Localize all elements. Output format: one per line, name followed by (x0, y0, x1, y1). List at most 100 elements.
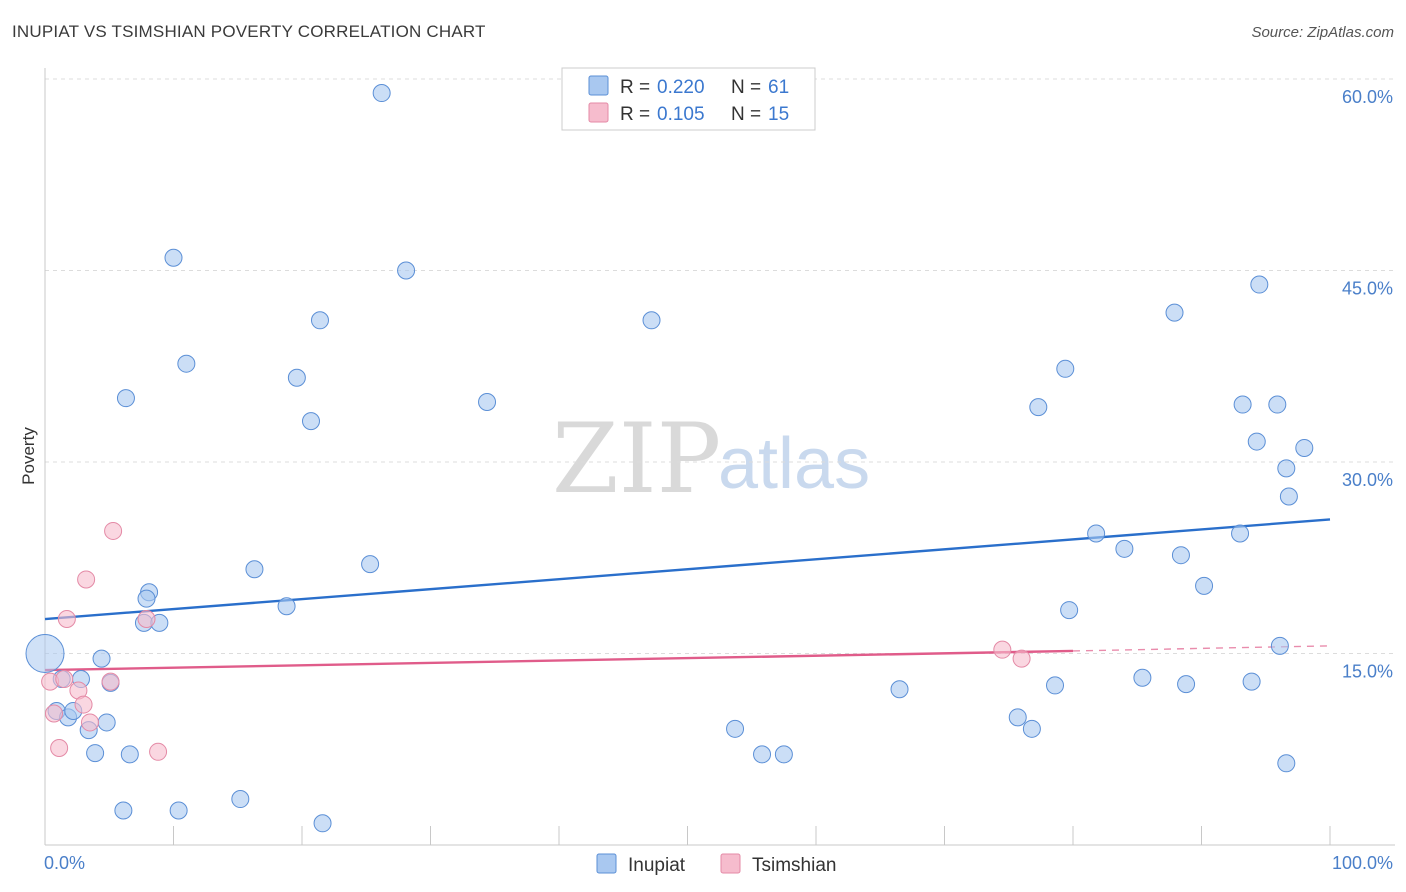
data-point-inupiat (1277, 754, 1296, 773)
legend-n-value-inupiat: 61 (768, 77, 789, 98)
data-point-inupiat (310, 311, 329, 330)
data-point-inupiat (1270, 636, 1289, 655)
data-point-tsimshian (55, 670, 74, 689)
legend-n-label-inupiat: N = (731, 77, 761, 98)
trend-line-extension-tsimshian (1072, 645, 1331, 652)
data-point-inupiat (397, 261, 416, 280)
data-point-tsimshian (993, 640, 1012, 659)
data-point-tsimshian (137, 610, 156, 629)
data-point-inupiat (1087, 524, 1106, 543)
watermark: ZIP atlas (552, 403, 870, 515)
data-point-inupiat (245, 560, 264, 579)
data-point-inupiat (1115, 539, 1134, 558)
watermark-atlas: atlas (718, 424, 870, 504)
data-point-inupiat (1060, 601, 1079, 620)
series-legend: Inupiat Tsimshian (596, 853, 836, 876)
data-point-inupiat (97, 713, 116, 732)
y-axis-label: Poverty (19, 427, 38, 485)
data-point-tsimshian (50, 738, 69, 757)
y-tick-label: 30.0% (1342, 470, 1393, 490)
watermark-zip: ZIP (552, 403, 721, 515)
data-point-tsimshian (44, 704, 63, 723)
scatter-points (25, 84, 1314, 833)
trend-lines (44, 518, 1331, 672)
data-point-tsimshian (1012, 649, 1031, 668)
legend-swatch-inupiat (588, 75, 609, 96)
data-point-inupiat (287, 368, 306, 387)
data-point-inupiat (1233, 395, 1252, 414)
data-point-inupiat (726, 719, 745, 738)
data-point-tsimshian (149, 742, 168, 761)
data-point-inupiat (1022, 719, 1041, 738)
x-tick-labels: 0.0% 100.0% (44, 853, 1393, 873)
stats-legend: R = 0.220 N = 61 R = 0.105 N = 15 (561, 67, 816, 131)
data-point-inupiat (478, 392, 497, 411)
legend-r-value-inupiat: 0.220 (657, 77, 705, 98)
data-point-inupiat (313, 814, 332, 833)
data-point-tsimshian (57, 610, 76, 629)
legend-n-label-tsimshian: N = (731, 104, 761, 125)
data-point-inupiat (116, 389, 135, 408)
legend-swatch-tsimshian (588, 102, 609, 123)
data-point-inupiat (231, 790, 250, 809)
source-credit: Source: ZipAtlas.com (1251, 24, 1394, 41)
data-point-inupiat (753, 745, 772, 764)
data-point-inupiat (92, 649, 111, 668)
x-tick-label: 100.0% (1332, 853, 1393, 873)
data-point-inupiat (642, 311, 661, 330)
data-point-inupiat (1008, 708, 1027, 727)
data-point-inupiat (1046, 676, 1065, 695)
data-point-inupiat (774, 745, 793, 764)
data-point-inupiat (1250, 275, 1269, 294)
data-point-inupiat (1171, 546, 1190, 565)
data-point-tsimshian (77, 570, 96, 589)
data-point-tsimshian (80, 713, 99, 732)
data-point-inupiat (1242, 672, 1261, 691)
data-point-inupiat (1231, 524, 1250, 543)
trend-line-inupiat (44, 518, 1331, 621)
data-point-inupiat (890, 680, 909, 699)
data-point-tsimshian (74, 695, 93, 714)
data-point-inupiat (1029, 398, 1048, 417)
data-point-inupiat (177, 354, 196, 373)
data-point-inupiat (1165, 303, 1184, 322)
data-point-inupiat (1195, 576, 1214, 595)
data-point-inupiat (361, 555, 380, 574)
bottom-legend-swatch-tsimshian (720, 853, 741, 874)
data-point-inupiat (1268, 395, 1287, 414)
data-point-inupiat (1279, 487, 1298, 506)
data-point-inupiat (1056, 359, 1075, 378)
data-point-inupiat (86, 744, 105, 763)
data-point-inupiat (1295, 438, 1314, 457)
data-point-tsimshian (104, 521, 123, 540)
y-tick-label: 60.0% (1342, 87, 1393, 107)
y-tick-label: 15.0% (1342, 662, 1393, 682)
data-point-inupiat (169, 801, 188, 820)
data-point-inupiat (301, 412, 320, 431)
bottom-legend-label-tsimshian: Tsimshian (752, 855, 836, 876)
data-point-inupiat (120, 745, 139, 764)
data-point-inupiat (1247, 432, 1266, 451)
data-point-inupiat (137, 589, 156, 608)
legend-r-label-tsimshian: R = (620, 104, 650, 125)
data-point-inupiat (1133, 668, 1152, 687)
data-point-inupiat (277, 597, 296, 616)
data-point-tsimshian (101, 672, 120, 691)
bottom-legend-swatch-inupiat (596, 853, 617, 874)
bottom-legend-label-inupiat: Inupiat (628, 855, 686, 876)
y-tick-label: 45.0% (1342, 279, 1393, 299)
data-point-inupiat (372, 84, 391, 103)
data-point-inupiat (1277, 459, 1296, 478)
legend-r-label-inupiat: R = (620, 77, 650, 98)
data-point-inupiat (1177, 675, 1196, 694)
data-point-inupiat (114, 801, 133, 820)
axes (44, 68, 1395, 846)
y-tick-labels: 15.0% 30.0% 45.0% 60.0% (1342, 87, 1393, 682)
data-point-inupiat (164, 248, 183, 267)
x-tick-label: 0.0% (44, 853, 85, 873)
trend-line-tsimshian (44, 649, 1074, 672)
legend-n-value-tsimshian: 15 (768, 104, 789, 125)
chart-title: INUPIAT VS TSIMSHIAN POVERTY CORRELATION… (12, 22, 486, 41)
data-point-inupiat (25, 634, 65, 673)
